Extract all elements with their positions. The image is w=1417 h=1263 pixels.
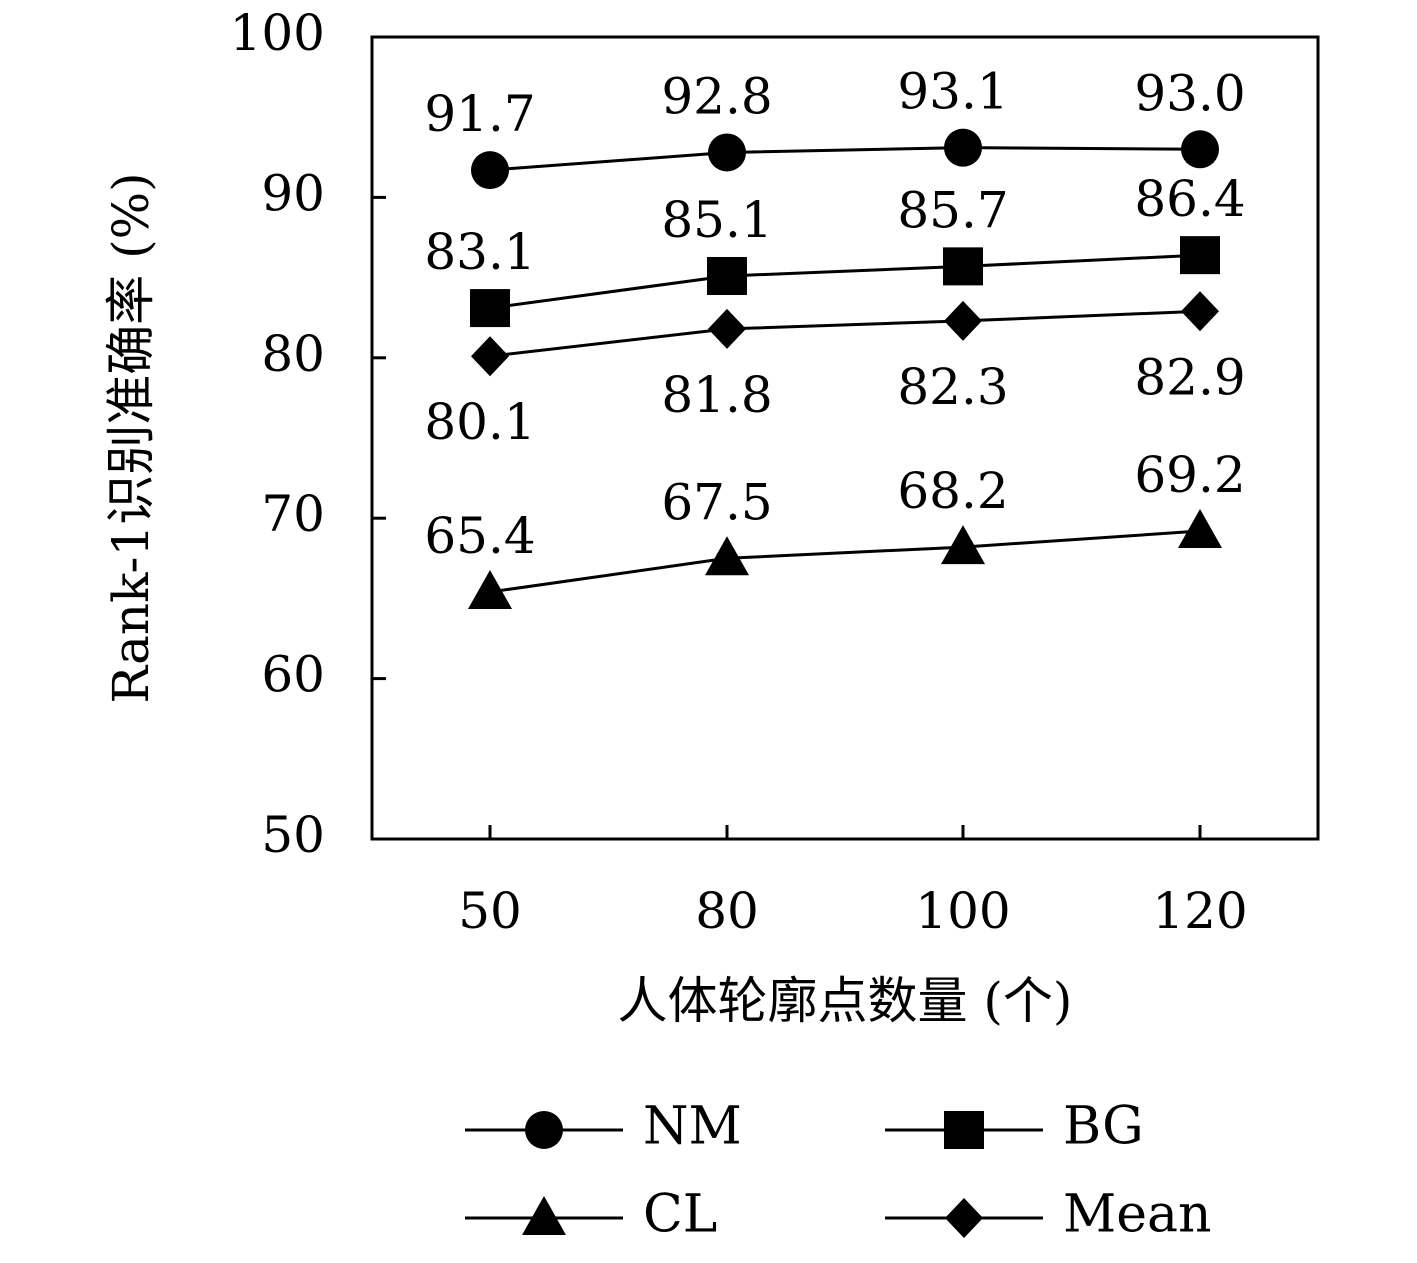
y-tick-label: 60 xyxy=(261,646,325,704)
data-point-mean xyxy=(471,336,509,377)
y-tick-label: 90 xyxy=(261,164,325,222)
series-line-mean xyxy=(489,309,1201,358)
x-tick-label: 120 xyxy=(1152,882,1247,940)
data-point-bg xyxy=(470,289,510,328)
x-tick-label: 50 xyxy=(458,882,522,940)
y-axis-title: Rank-1识别准确率 (%) xyxy=(102,172,160,703)
legend-item-bg: BG xyxy=(885,1097,1144,1157)
data-label-cl: 67.5 xyxy=(661,473,772,531)
series-nm: 91.7 92.8 93.1 93.0 xyxy=(424,63,1246,190)
series-layer: 91.7 92.8 93.1 93.0 83.1 85.1 85.7 86.4 65.4 67.5… xyxy=(424,63,1246,609)
data-label-bg: 83.1 xyxy=(424,223,535,281)
data-label-nm: 91.7 xyxy=(424,85,535,143)
data-label-mean: 82.9 xyxy=(1134,348,1245,406)
data-point-nm xyxy=(1181,130,1219,169)
legend-item-nm: NM xyxy=(465,1097,742,1157)
legend-label: NM xyxy=(643,1097,742,1157)
data-point-bg xyxy=(1180,236,1220,275)
data-label-mean: 82.3 xyxy=(897,358,1008,416)
legend-marker-bg xyxy=(944,1111,984,1149)
data-point-cl xyxy=(941,525,985,565)
data-label-nm: 93.1 xyxy=(897,63,1008,121)
legend: NM BG CL Mean xyxy=(465,1097,1212,1245)
y-tick-label: 50 xyxy=(261,806,325,864)
legend-item-cl: CL xyxy=(465,1185,717,1245)
data-point-cl xyxy=(468,569,512,609)
plot-frame xyxy=(370,35,1320,841)
series-bg: 83.1 85.1 85.7 86.4 xyxy=(424,170,1246,328)
legend-item-mean: Mean xyxy=(885,1185,1212,1245)
data-point-nm xyxy=(708,133,746,172)
data-point-bg xyxy=(707,256,747,295)
legend-label: BG xyxy=(1063,1097,1144,1157)
legend-label: CL xyxy=(643,1185,717,1245)
series-line-bg xyxy=(489,253,1201,310)
data-point-mean xyxy=(708,308,746,349)
data-label-bg: 85.1 xyxy=(661,191,772,249)
y-axis: 50 60 70 80 90 100 xyxy=(230,4,386,864)
legend-label: Mean xyxy=(1063,1185,1212,1245)
y-tick-label: 100 xyxy=(230,4,325,62)
data-point-nm xyxy=(471,151,509,190)
x-axis: 50 80 100 120 xyxy=(458,825,1248,940)
data-label-nm: 93.0 xyxy=(1134,64,1245,122)
data-point-nm xyxy=(944,128,982,167)
data-point-cl xyxy=(1178,509,1222,549)
series-line-cl xyxy=(489,529,1201,594)
series-mean: 80.1 81.8 82.3 82.9 xyxy=(424,291,1246,451)
data-label-mean: 80.1 xyxy=(424,393,535,451)
data-label-mean: 81.8 xyxy=(661,366,772,424)
legend-marker-mean xyxy=(945,1198,983,1238)
data-label-nm: 92.8 xyxy=(661,67,772,125)
x-tick-label: 80 xyxy=(695,882,759,940)
data-label-cl: 69.2 xyxy=(1134,446,1245,504)
legend-marker-nm xyxy=(525,1111,563,1149)
y-tick-label: 80 xyxy=(261,325,325,383)
data-label-cl: 65.4 xyxy=(424,507,535,565)
data-label-bg: 85.7 xyxy=(897,181,1008,239)
data-label-bg: 86.4 xyxy=(1134,170,1245,228)
data-point-mean xyxy=(1181,291,1219,332)
data-point-bg xyxy=(943,247,983,286)
data-label-cl: 68.2 xyxy=(897,462,1008,520)
data-point-mean xyxy=(944,300,982,341)
y-tick-label: 70 xyxy=(261,485,325,543)
data-point-cl xyxy=(705,536,749,576)
x-axis-title: 人体轮廓点数量 (个) xyxy=(618,972,1073,1030)
series-cl: 65.4 67.5 68.2 69.2 xyxy=(424,446,1246,609)
legend-marker-cl xyxy=(522,1196,566,1235)
x-tick-label: 100 xyxy=(915,882,1010,940)
series-line-nm xyxy=(489,146,1201,172)
